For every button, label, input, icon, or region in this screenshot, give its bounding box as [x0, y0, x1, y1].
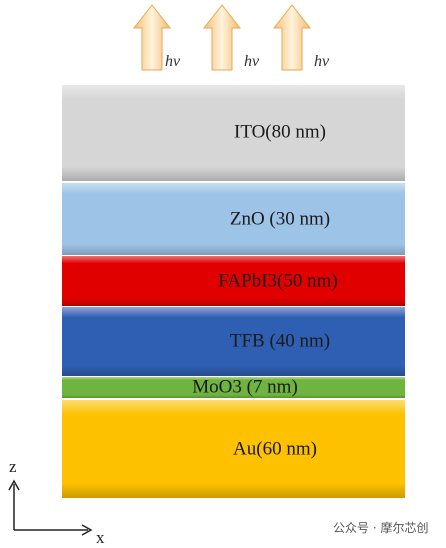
x-label: x [96, 528, 105, 547]
arrow [132, 4, 172, 71]
layer-label: ITO(80 nm) [234, 121, 326, 142]
x-arrowhead [81, 524, 93, 536]
arrow [202, 4, 242, 71]
layer-shade [62, 400, 405, 498]
layer-shade [62, 256, 405, 306]
emission-arrows: hν hν hν [132, 4, 330, 71]
layer-label: TFB (40 nm) [230, 330, 330, 351]
watermark: 公众号 · 摩尔芯创 [333, 520, 428, 535]
axes: z x [8, 457, 105, 547]
layer-shade [62, 183, 405, 255]
layer-stack: ITO(80 nm) ZnO (30 nm) FAPbI3(50 nm) TFB… [62, 85, 405, 498]
emission-label: hν [314, 53, 330, 70]
layer-label: MoO3 (7 nm) [192, 376, 298, 397]
layer-shade [62, 377, 405, 398]
layer-label: FAPbI3(50 nm) [218, 270, 337, 291]
arrow [272, 4, 312, 71]
z-label: z [9, 457, 17, 476]
layer-label: ZnO (30 nm) [230, 208, 330, 229]
z-arrowhead [8, 479, 20, 491]
layer-shade [62, 85, 405, 181]
emission-label: hν [165, 53, 181, 70]
emission-label: hν [244, 53, 260, 70]
layer-label: Au(60 nm) [233, 438, 317, 459]
layer-shade [62, 307, 405, 376]
